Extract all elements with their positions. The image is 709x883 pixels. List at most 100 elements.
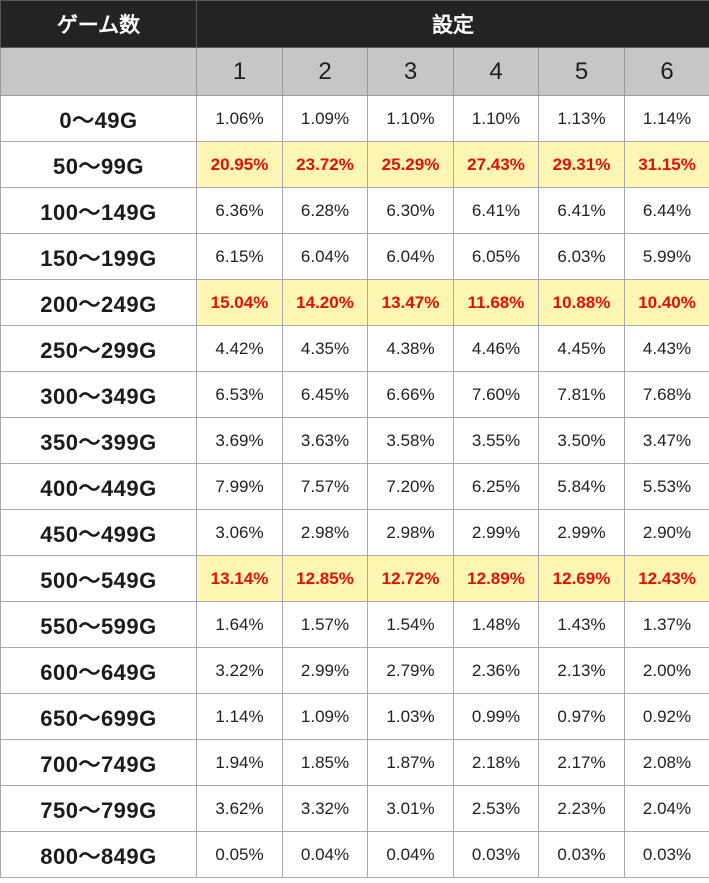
table-row: 350〜399G 3.69% 3.63% 3.58% 3.55% 3.50% 3.47% <box>0 417 709 464</box>
highlighted-probability-cell: 10.40% <box>623 279 709 326</box>
probability-cell: 2.99% <box>453 509 539 556</box>
setting-2-header: 2 <box>282 47 368 96</box>
table-row: 150〜199G 6.15% 6.04% 6.04% 6.05% 6.03% 5.99% <box>0 233 709 280</box>
highlighted-probability-cell: 10.88% <box>538 279 625 326</box>
probability-cell: 5.99% <box>623 233 709 280</box>
probability-cell: 0.03% <box>538 831 625 878</box>
probability-cell: 5.53% <box>623 463 709 510</box>
setting-4-header: 4 <box>453 47 539 96</box>
probability-cell: 1.94% <box>196 739 283 786</box>
game-range-label: 650〜699G <box>0 693 197 740</box>
probability-cell: 4.38% <box>367 325 454 372</box>
table-row: 700〜749G 1.94% 1.85% 1.87% 2.18% 2.17% 2.08% <box>0 739 709 786</box>
setting-3-header: 3 <box>367 47 454 96</box>
probability-cell: 0.04% <box>282 831 368 878</box>
probability-cell: 6.44% <box>623 187 709 234</box>
probability-cell: 6.66% <box>367 371 454 418</box>
highlighted-probability-cell: 20.95% <box>196 141 283 188</box>
probability-cell: 0.97% <box>538 693 625 740</box>
probability-cell: 6.30% <box>367 187 454 234</box>
probability-cell: 3.69% <box>196 417 283 464</box>
probability-cell: 3.55% <box>453 417 539 464</box>
probability-cell: 1.43% <box>538 601 625 648</box>
game-range-label: 50〜99G <box>0 141 197 188</box>
probability-cell: 2.98% <box>282 509 368 556</box>
probability-cell: 2.53% <box>453 785 539 832</box>
probability-cell: 1.06% <box>196 95 283 142</box>
table-row: 300〜349G 6.53% 6.45% 6.66% 7.60% 7.81% 7.68% <box>0 371 709 418</box>
probability-cell: 0.04% <box>367 831 454 878</box>
probability-cell: 1.09% <box>282 693 368 740</box>
probability-cell: 6.04% <box>367 233 454 280</box>
probability-cell: 3.50% <box>538 417 625 464</box>
probability-cell: 7.20% <box>367 463 454 510</box>
setting-6-header: 6 <box>623 47 709 96</box>
probability-cell: 4.46% <box>453 325 539 372</box>
probability-cell: 0.03% <box>453 831 539 878</box>
highlighted-probability-cell: 11.68% <box>453 279 539 326</box>
game-range-label: 250〜299G <box>0 325 197 372</box>
highlighted-probability-cell: 27.43% <box>453 141 539 188</box>
highlighted-probability-cell: 31.15% <box>623 141 709 188</box>
probability-cell: 1.87% <box>367 739 454 786</box>
highlighted-probability-cell: 12.85% <box>282 555 368 602</box>
table-row: 800〜849G 0.05% 0.04% 0.04% 0.03% 0.03% 0.03% <box>0 831 709 878</box>
probability-cell: 0.92% <box>623 693 709 740</box>
probability-cell: 5.84% <box>538 463 625 510</box>
table-row: 50〜99G 20.95% 23.72% 25.29% 27.43% 29.31% 31.1… <box>0 141 709 188</box>
game-range-label: 500〜549G <box>0 555 197 602</box>
probability-cell: 6.15% <box>196 233 283 280</box>
probability-cell: 6.03% <box>538 233 625 280</box>
blank-header-cell <box>0 47 197 96</box>
table-row: 0〜49G 1.06% 1.09% 1.10% 1.10% 1.13% 1.14% <box>0 95 709 142</box>
table-row: 500〜549G 13.14% 12.85% 12.72% 12.89% 12.69% 12… <box>0 555 709 602</box>
table-row: 250〜299G 4.42% 4.35% 4.38% 4.46% 4.45% 4.43% <box>0 325 709 372</box>
probability-cell: 4.45% <box>538 325 625 372</box>
game-range-label: 400〜449G <box>0 463 197 510</box>
probability-cell: 4.42% <box>196 325 283 372</box>
probability-cell: 2.79% <box>367 647 454 694</box>
game-range-label: 350〜399G <box>0 417 197 464</box>
probability-cell: 2.23% <box>538 785 625 832</box>
probability-cell: 2.36% <box>453 647 539 694</box>
probability-cell: 3.58% <box>367 417 454 464</box>
probability-cell: 3.62% <box>196 785 283 832</box>
table-body: 0〜49G 1.06% 1.09% 1.10% 1.10% 1.13% 1.14% 50〜99… <box>0 95 709 878</box>
probability-cell: 0.03% <box>623 831 709 878</box>
probability-cell: 2.17% <box>538 739 625 786</box>
probability-cell: 4.35% <box>282 325 368 372</box>
game-range-label: 800〜849G <box>0 831 197 878</box>
probability-cell: 6.45% <box>282 371 368 418</box>
probability-cell: 1.54% <box>367 601 454 648</box>
probability-cell: 2.98% <box>367 509 454 556</box>
highlighted-probability-cell: 29.31% <box>538 141 625 188</box>
highlighted-probability-cell: 12.69% <box>538 555 625 602</box>
highlighted-probability-cell: 14.20% <box>282 279 368 326</box>
highlighted-probability-cell: 13.47% <box>367 279 454 326</box>
highlighted-probability-cell: 25.29% <box>367 141 454 188</box>
probability-cell: 2.99% <box>282 647 368 694</box>
game-range-label: 450〜499G <box>0 509 197 556</box>
probability-cell: 6.36% <box>196 187 283 234</box>
probability-cell: 6.05% <box>453 233 539 280</box>
probability-cell: 2.04% <box>623 785 709 832</box>
probability-cell: 6.41% <box>538 187 625 234</box>
probability-cell: 1.64% <box>196 601 283 648</box>
probability-cell: 0.05% <box>196 831 283 878</box>
table-row: 450〜499G 3.06% 2.98% 2.98% 2.99% 2.99% 2.90% <box>0 509 709 556</box>
probability-cell: 2.08% <box>623 739 709 786</box>
highlighted-probability-cell: 12.72% <box>367 555 454 602</box>
highlighted-probability-cell: 15.04% <box>196 279 283 326</box>
table-row: 400〜449G 7.99% 7.57% 7.20% 6.25% 5.84% 5.53% <box>0 463 709 510</box>
table-row: 200〜249G 15.04% 14.20% 13.47% 11.68% 10.88% 10… <box>0 279 709 326</box>
probability-cell: 1.48% <box>453 601 539 648</box>
probability-cell: 6.25% <box>453 463 539 510</box>
probability-cell: 3.22% <box>196 647 283 694</box>
highlighted-probability-cell: 12.43% <box>623 555 709 602</box>
probability-cell: 1.10% <box>453 95 539 142</box>
setting-5-header: 5 <box>538 47 625 96</box>
probability-cell: 1.57% <box>282 601 368 648</box>
probability-cell: 3.63% <box>282 417 368 464</box>
highlighted-probability-cell: 13.14% <box>196 555 283 602</box>
probability-cell: 6.53% <box>196 371 283 418</box>
